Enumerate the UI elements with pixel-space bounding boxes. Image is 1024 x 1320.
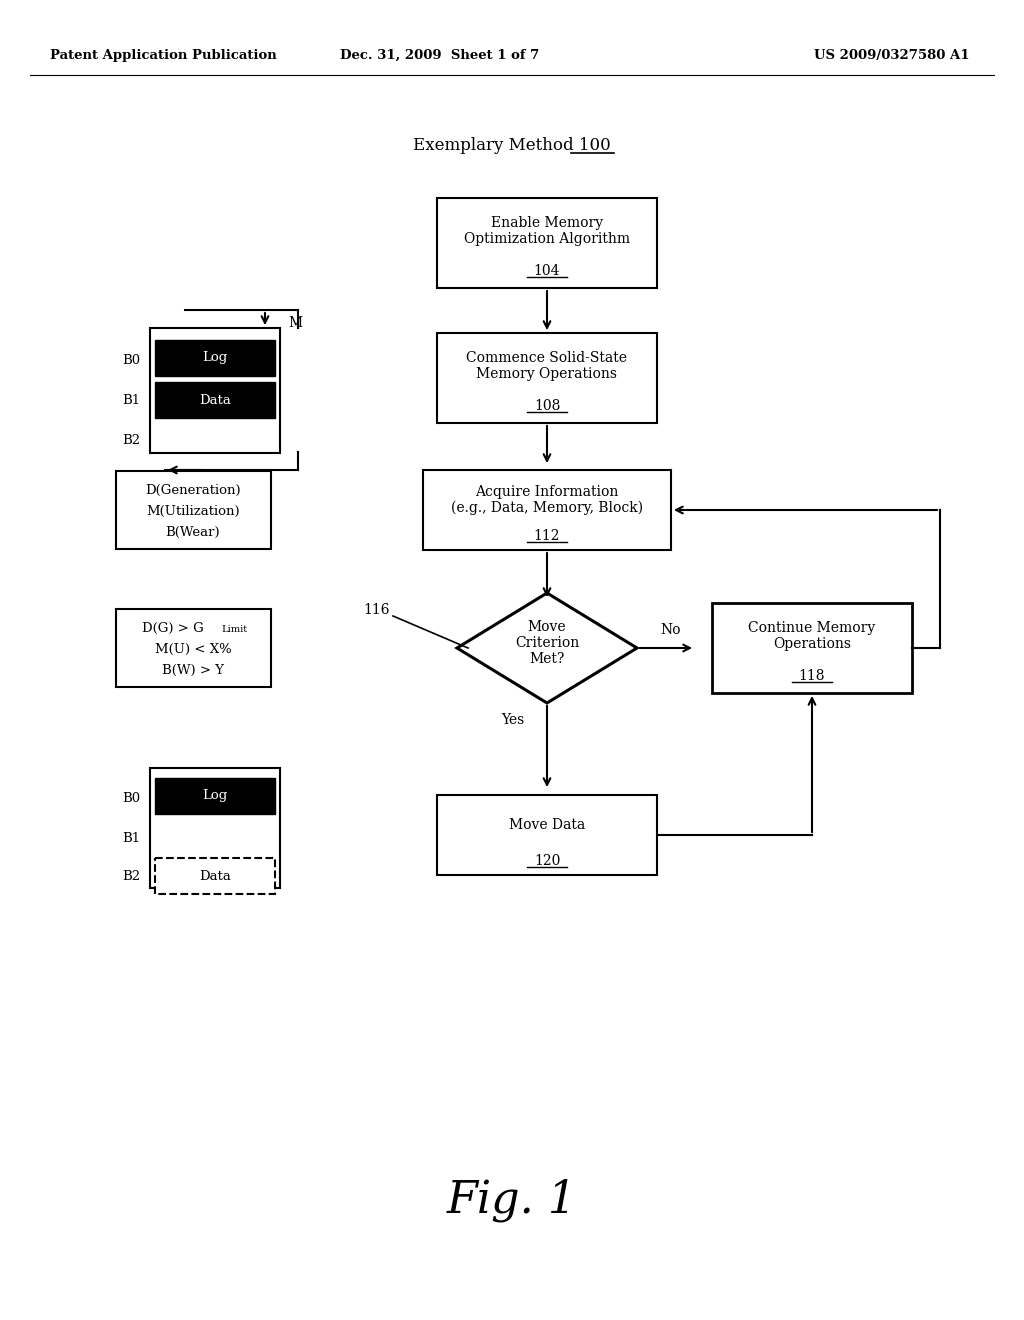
Bar [155,381,275,418]
Text: No: No [660,623,681,638]
Polygon shape [457,593,637,704]
Text: B2: B2 [122,870,140,883]
Text: B0: B0 [122,354,140,367]
Text: Log: Log [203,789,227,803]
Text: Enable Memory
Optimization Algorithm: Enable Memory Optimization Algorithm [464,216,630,246]
Text: Fig. 1: Fig. 1 [446,1179,578,1222]
Text: B(W) > Y: B(W) > Y [162,664,224,676]
Text: Yes: Yes [501,713,524,727]
Text: B1: B1 [122,832,140,845]
Text: Exemplary Method 100: Exemplary Method 100 [413,136,611,153]
Text: B0: B0 [122,792,140,804]
Bar [155,777,275,814]
Text: Log: Log [203,351,227,364]
Bar [712,603,912,693]
Text: Move
Criterion
Met?: Move Criterion Met? [515,620,580,667]
Text: B(Wear): B(Wear) [166,525,220,539]
Text: D(G) > G: D(G) > G [142,622,204,635]
Bar [150,327,280,453]
Text: 118: 118 [799,669,825,682]
Text: 120: 120 [534,854,560,869]
Text: 116: 116 [364,603,390,616]
Text: Acquire Information
(e.g., Data, Memory, Block): Acquire Information (e.g., Data, Memory,… [451,484,643,515]
Text: B2: B2 [122,433,140,446]
Text: Data: Data [199,870,231,883]
Text: 112: 112 [534,529,560,543]
Text: Dec. 31, 2009  Sheet 1 of 7: Dec. 31, 2009 Sheet 1 of 7 [340,49,540,62]
Bar [437,198,657,288]
Text: M(Utilization): M(Utilization) [146,504,240,517]
Text: B1: B1 [122,393,140,407]
Bar [116,609,270,686]
Text: US 2009/0327580 A1: US 2009/0327580 A1 [814,49,970,62]
Text: Commence Solid-State
Memory Operations: Commence Solid-State Memory Operations [467,351,628,381]
Text: Move Data: Move Data [509,818,585,832]
Bar [437,333,657,422]
Text: Data: Data [199,393,231,407]
Bar [155,341,275,376]
Text: M(U) < X%: M(U) < X% [155,643,231,656]
Text: Continue Memory
Operations: Continue Memory Operations [749,620,876,651]
Text: D(Generation): D(Generation) [145,483,241,496]
Text: Patent Application Publication: Patent Application Publication [50,49,276,62]
Bar [116,471,270,549]
Bar [155,858,275,894]
Bar [423,470,671,550]
Bar [150,768,280,888]
Bar [437,795,657,875]
Text: Limit: Limit [221,624,247,634]
Text: 108: 108 [534,399,560,413]
Text: 104: 104 [534,264,560,279]
Text: M: M [288,315,302,330]
